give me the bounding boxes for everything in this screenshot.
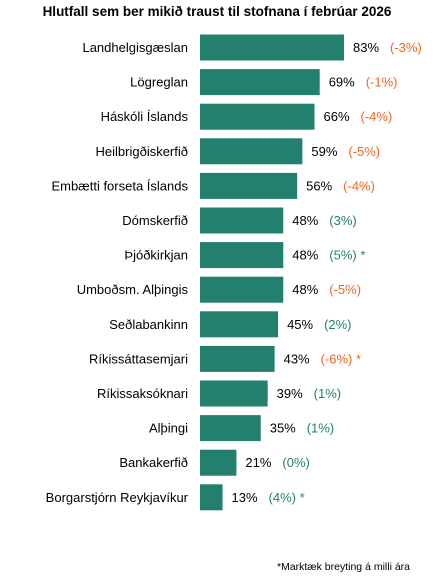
category-label: Ríkissaksóknari: [97, 386, 188, 401]
change-label: (4%) *: [269, 490, 305, 505]
category-label: Seðlabankinn: [109, 317, 188, 332]
value-label: 83%: [353, 40, 379, 55]
value-label: 48%: [292, 248, 318, 263]
change-label: (1%): [307, 421, 334, 436]
value-label: 69%: [329, 75, 355, 90]
change-label: (-6%) *: [321, 351, 361, 366]
change-label: (0%): [282, 455, 309, 470]
bar: [200, 415, 261, 442]
footnote: *Marktæk breyting á milli ára: [277, 561, 410, 573]
value-label: 66%: [324, 109, 350, 124]
change-label: (-4%): [343, 178, 375, 193]
bar: [200, 242, 284, 269]
value-label: 56%: [306, 178, 332, 193]
change-label: (1%): [314, 386, 341, 401]
value-label: 13%: [232, 490, 258, 505]
value-label: 21%: [245, 455, 271, 470]
bar: [200, 484, 223, 511]
category-label: Borgarstjórn Reykjavíkur: [46, 490, 189, 505]
value-label: 59%: [311, 144, 337, 159]
bar: [200, 172, 298, 199]
category-label: Landhelgisgæslan: [82, 40, 188, 55]
bar: [200, 103, 315, 130]
value-label: 45%: [287, 317, 313, 332]
value-label: 35%: [270, 421, 296, 436]
value-label: 48%: [292, 213, 318, 228]
category-label: Ríkissáttasemjari: [89, 351, 188, 366]
bar: [200, 34, 345, 61]
bar: [200, 207, 284, 234]
change-label: (3%): [329, 213, 356, 228]
bar: [200, 311, 279, 338]
change-label: (-5%): [329, 282, 361, 297]
value-label: 43%: [284, 351, 310, 366]
value-label: 48%: [292, 282, 318, 297]
category-label: Alþingi: [149, 421, 188, 436]
bar: [200, 345, 275, 372]
category-label: Embætti forseta Íslands: [51, 178, 188, 193]
bar: [200, 380, 268, 407]
bar: [200, 276, 284, 303]
bar: [200, 138, 303, 165]
category-label: Lögreglan: [130, 75, 188, 90]
change-label: (-5%): [348, 144, 380, 159]
change-label: (-3%): [390, 40, 422, 55]
change-label: (-4%): [361, 109, 393, 124]
change-label: (5%) *: [329, 248, 365, 263]
change-label: (-1%): [366, 75, 398, 90]
category-label: Þjóðkirkjan: [124, 248, 188, 263]
value-label: 39%: [277, 386, 303, 401]
category-label: Háskóli Íslands: [101, 109, 189, 124]
category-label: Heilbrigðiskerfið: [96, 144, 188, 159]
bars-group: Landhelgisgæslan 83% (-3%) Lögreglan 69% (-1%…: [46, 34, 422, 511]
category-label: Dómskerfið: [122, 213, 188, 228]
bar: [200, 449, 237, 476]
bar: [200, 69, 320, 96]
category-label: Umboðsm. Alþingis: [77, 282, 189, 297]
category-label: Bankakerfið: [119, 455, 188, 470]
change-label: (2%): [324, 317, 351, 332]
chart-title: Hlutfall sem ber mikið traust til stofna…: [43, 4, 392, 19]
